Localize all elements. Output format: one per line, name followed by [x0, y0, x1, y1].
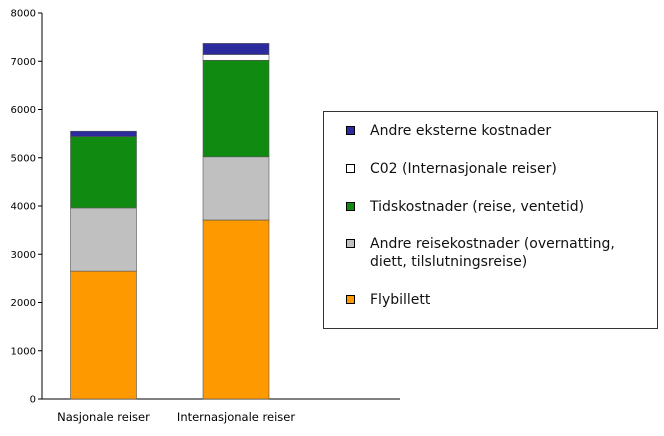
- bar-segment: [202, 43, 270, 55]
- legend-item: C02 (Internasjonale reiser): [346, 160, 655, 178]
- legend-swatch: [346, 295, 355, 304]
- legend-label: Tidskostnader (reise, ventetid): [370, 199, 585, 215]
- legend-item: Andre eksterne kostnader: [346, 122, 655, 140]
- legend-label: Andre eksterne kostnader: [370, 123, 552, 139]
- bar-segment: [70, 270, 137, 400]
- legend-item: Tidskostnader (reise, ventetid): [346, 198, 655, 216]
- legend-item: Flybillett: [346, 291, 655, 309]
- bar-segment: [202, 54, 270, 61]
- y-tick-label: 6000: [11, 105, 36, 116]
- bar-segment: [70, 136, 137, 209]
- y-tick-label: 3000: [11, 250, 36, 261]
- legend: Andre eksterne kostnader C02 (Internasjon…: [323, 111, 658, 329]
- y-tick-label: 7000: [11, 57, 36, 68]
- bar-segment: [202, 156, 270, 221]
- bar-segment: [202, 59, 270, 158]
- legend-swatch: [346, 126, 355, 135]
- bar-segment: [202, 219, 270, 400]
- tick-labels: 0 1000 2000 3000 4000 5000 6000 7000 8000 Nasjona…: [11, 9, 296, 425]
- legend-label: C02 (Internasjonale reiser): [370, 161, 557, 177]
- y-tick-label: 8000: [11, 9, 36, 20]
- bar-segment: [70, 130, 137, 137]
- x-tick-label: Nasjonale reiser: [57, 410, 150, 424]
- y-tick-label: 1000: [11, 346, 36, 357]
- bar-segment: [70, 207, 137, 272]
- x-tick-label: Internasjonale reiser: [177, 410, 295, 424]
- legend-label: Flybillett: [370, 292, 431, 308]
- y-tick-label: 4000: [11, 202, 36, 213]
- bars: [70, 43, 270, 400]
- legend-item: Andre reisekostnader (overnatting, diett…: [346, 235, 655, 271]
- y-tick-label: 2000: [11, 298, 36, 309]
- legend-swatch: [346, 164, 355, 173]
- legend-swatch: [346, 202, 355, 211]
- legend-swatch: [346, 239, 355, 248]
- y-tick-label: 5000: [11, 153, 36, 164]
- y-tick-label: 0: [30, 395, 36, 406]
- legend-label: Andre reisekostnader (overnatting, diett…: [370, 236, 615, 270]
